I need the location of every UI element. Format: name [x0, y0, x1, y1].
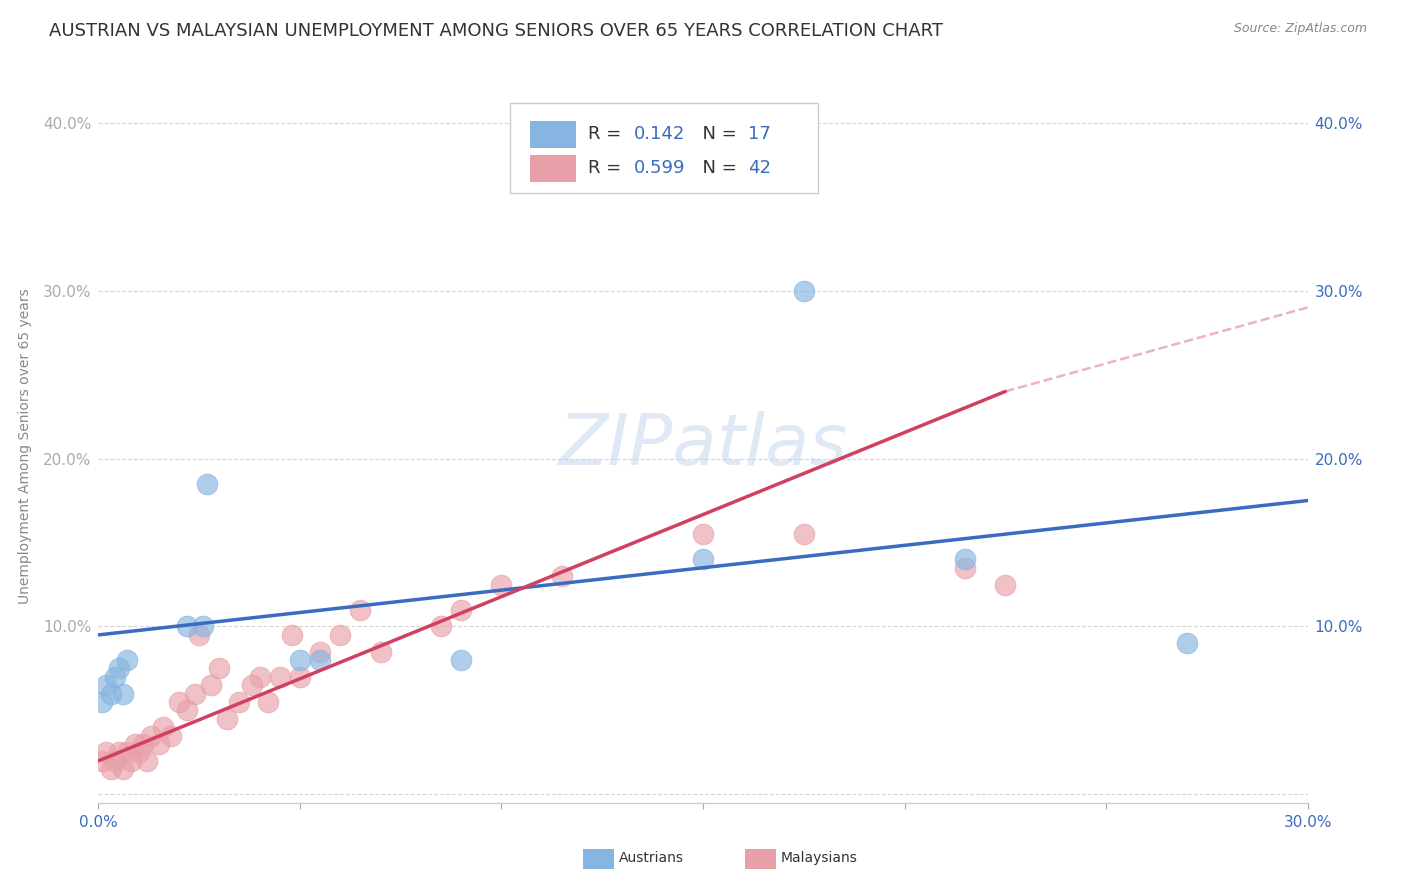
- Point: [100, 762, 122, 776]
- Point: [217, 712, 239, 726]
- Point: [200, 678, 222, 692]
- Point: [115, 746, 138, 760]
- Text: ZIPatlas: ZIPatlas: [558, 411, 848, 481]
- Point: [115, 653, 138, 667]
- Point: [176, 703, 198, 717]
- Point: [91, 695, 114, 709]
- Text: N =: N =: [690, 125, 742, 143]
- Point: [309, 653, 332, 667]
- Point: [111, 762, 134, 776]
- Point: [103, 754, 125, 768]
- Text: R =: R =: [588, 125, 627, 143]
- Point: [188, 628, 211, 642]
- Point: [100, 687, 122, 701]
- Point: [135, 754, 157, 768]
- Point: [124, 737, 146, 751]
- Point: [281, 628, 304, 642]
- Text: R =: R =: [588, 159, 627, 177]
- Point: [329, 628, 352, 642]
- Point: [430, 619, 453, 633]
- Text: 0.599: 0.599: [634, 159, 686, 177]
- Point: [249, 670, 271, 684]
- Point: [953, 560, 976, 574]
- Point: [96, 746, 118, 760]
- Point: [107, 661, 129, 675]
- Text: 42: 42: [748, 159, 770, 177]
- Point: [184, 687, 207, 701]
- Point: [128, 746, 150, 760]
- Point: [692, 552, 714, 566]
- Point: [160, 729, 183, 743]
- Point: [152, 720, 174, 734]
- Point: [793, 527, 815, 541]
- Text: N =: N =: [690, 159, 742, 177]
- Point: [139, 729, 162, 743]
- Point: [103, 670, 125, 684]
- Point: [994, 577, 1017, 591]
- Point: [240, 678, 263, 692]
- Point: [450, 653, 472, 667]
- FancyBboxPatch shape: [530, 155, 576, 182]
- Point: [167, 695, 190, 709]
- Point: [148, 737, 170, 751]
- Point: [491, 577, 513, 591]
- Text: Source: ZipAtlas.com: Source: ZipAtlas.com: [1233, 22, 1367, 36]
- Point: [132, 737, 155, 751]
- Text: Austrians: Austrians: [619, 851, 683, 865]
- Point: [256, 695, 278, 709]
- Point: [111, 687, 134, 701]
- Point: [370, 645, 392, 659]
- Y-axis label: Unemployment Among Seniors over 65 years: Unemployment Among Seniors over 65 years: [18, 288, 32, 604]
- Point: [176, 619, 198, 633]
- Point: [269, 670, 291, 684]
- Point: [208, 661, 231, 675]
- Point: [193, 619, 215, 633]
- Text: 0.142: 0.142: [634, 125, 686, 143]
- Point: [793, 284, 815, 298]
- Point: [120, 754, 142, 768]
- Text: Malaysians: Malaysians: [780, 851, 858, 865]
- Text: AUSTRIAN VS MALAYSIAN UNEMPLOYMENT AMONG SENIORS OVER 65 YEARS CORRELATION CHART: AUSTRIAN VS MALAYSIAN UNEMPLOYMENT AMONG…: [49, 22, 943, 40]
- Point: [309, 645, 332, 659]
- Point: [288, 670, 311, 684]
- Point: [228, 695, 250, 709]
- Text: 17: 17: [748, 125, 770, 143]
- FancyBboxPatch shape: [509, 103, 818, 193]
- Point: [195, 476, 218, 491]
- FancyBboxPatch shape: [530, 121, 576, 148]
- Point: [551, 569, 574, 583]
- Point: [91, 754, 114, 768]
- Point: [288, 653, 311, 667]
- Point: [953, 552, 976, 566]
- Point: [96, 678, 118, 692]
- Point: [450, 603, 472, 617]
- Point: [107, 746, 129, 760]
- Point: [692, 527, 714, 541]
- Point: [1175, 636, 1198, 650]
- Point: [349, 603, 371, 617]
